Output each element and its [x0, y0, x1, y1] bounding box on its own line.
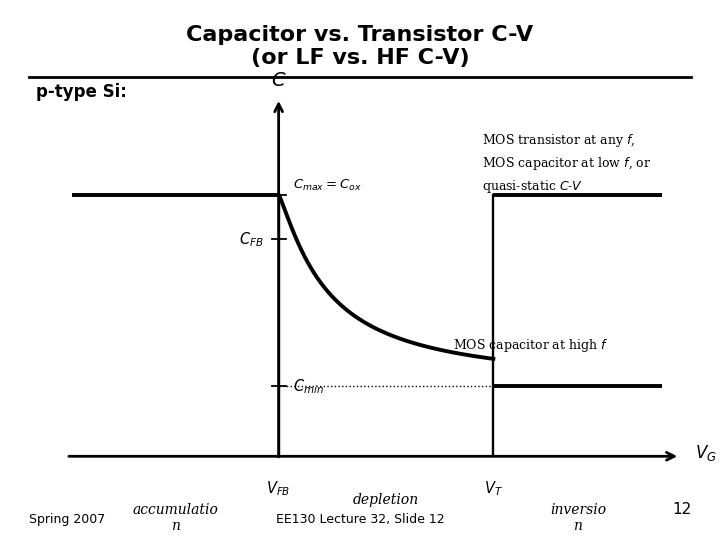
Text: depletion: depletion — [353, 493, 419, 507]
Text: $C_{FB}$: $C_{FB}$ — [239, 230, 264, 249]
Text: (or LF vs. HF C-V): (or LF vs. HF C-V) — [251, 48, 469, 68]
Text: accumulatio
n: accumulatio n — [132, 503, 218, 534]
Text: $C_{max}=C_{ox}$: $C_{max}=C_{ox}$ — [294, 178, 362, 193]
Text: Capacitor vs. Transistor C-V: Capacitor vs. Transistor C-V — [186, 25, 534, 45]
Text: MOS transistor at any $f$,
MOS capacitor at low $f$, or
quasi-static $C$-$V$: MOS transistor at any $f$, MOS capacitor… — [482, 132, 652, 194]
Text: p-type Si:: p-type Si: — [36, 83, 127, 101]
Text: 12: 12 — [672, 502, 691, 517]
Text: $V_{FB}$: $V_{FB}$ — [266, 480, 291, 498]
Text: $C$: $C$ — [271, 72, 287, 90]
Text: inversio
n: inversio n — [550, 503, 606, 534]
Text: EE130 Lecture 32, Slide 12: EE130 Lecture 32, Slide 12 — [276, 514, 444, 526]
Text: $C_{min}$: $C_{min}$ — [294, 377, 324, 395]
Text: Spring 2007: Spring 2007 — [29, 514, 105, 526]
Text: $V_T$: $V_T$ — [484, 480, 503, 498]
Text: MOS capacitor at high $f$: MOS capacitor at high $f$ — [453, 338, 608, 354]
Text: $V_G$: $V_G$ — [695, 443, 716, 463]
